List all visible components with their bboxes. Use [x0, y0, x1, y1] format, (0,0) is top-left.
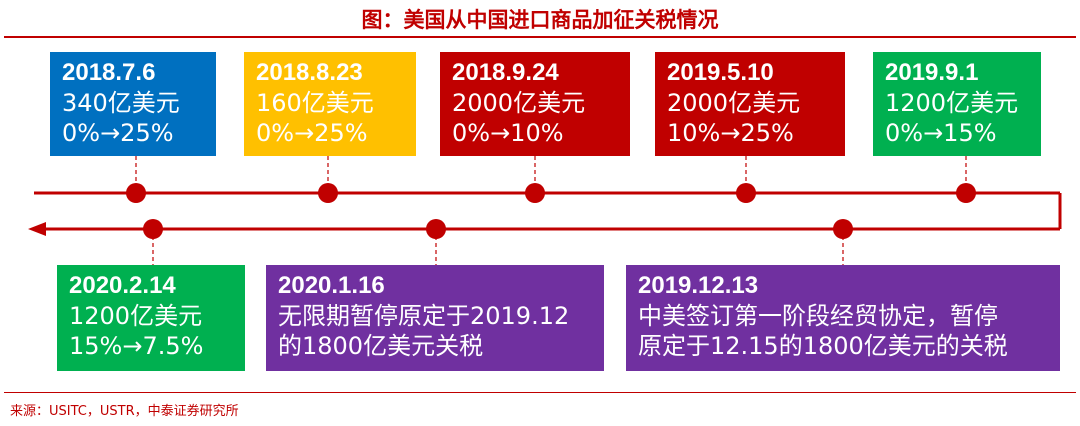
marker-2019-9-1 — [956, 183, 976, 203]
event-date: 2018.7.6 — [62, 59, 156, 86]
source-note: 来源：USITC，USTR，中泰证券研究所 — [10, 404, 239, 419]
event-amount: 1200亿美元 — [885, 89, 1019, 117]
event-line-2: 原定于12.15的1800亿美元的关税 — [638, 332, 1008, 360]
marker-2018-8-23 — [318, 183, 338, 203]
event-box-2019-5-10: 2019.5.10 2000亿美元 10%→25% — [655, 52, 845, 156]
marker-2018-9-24 — [525, 183, 545, 203]
event-amount: 340亿美元 — [62, 89, 180, 117]
marker-2020-1-16 — [426, 219, 446, 239]
event-box-2018-9-24: 2018.9.24 2000亿美元 0%→10% — [440, 52, 630, 156]
event-rate: 0%→10% — [452, 119, 564, 147]
event-rate: 0%→25% — [62, 119, 174, 147]
event-box-2018-8-23: 2018.8.23 160亿美元 0%→25% — [244, 52, 416, 156]
event-line-1: 中美签订第一阶段经贸协定，暂停 — [638, 302, 998, 330]
event-rate: 0%→25% — [256, 119, 368, 147]
marker-2018-7-6 — [126, 183, 146, 203]
event-box-2019-12-13: 2019.12.13 中美签订第一阶段经贸协定，暂停 原定于12.15的1800… — [626, 265, 1060, 371]
source-rule — [4, 392, 1076, 393]
figure-title: 图：美国从中国进口商品加征关税情况 — [361, 7, 719, 32]
event-date: 2019.12.13 — [638, 272, 759, 299]
event-box-2020-2-14: 2020.2.14 1200亿美元 15%→7.5% — [57, 265, 245, 371]
marker-2019-5-10 — [736, 183, 756, 203]
event-date: 2020.2.14 — [69, 272, 176, 299]
event-date: 2019.5.10 — [667, 59, 774, 86]
timeline-arrowhead — [28, 222, 46, 236]
title-rule — [4, 36, 1076, 38]
event-date: 2018.8.23 — [256, 59, 363, 86]
event-date: 2018.9.24 — [452, 59, 559, 86]
event-line-2: 的1800亿美元关税 — [278, 332, 484, 360]
event-box-2019-9-1: 2019.9.1 1200亿美元 0%→15% — [873, 52, 1041, 156]
event-date: 2019.9.1 — [885, 59, 979, 86]
event-line-1: 无限期暂停原定于2019.12 — [278, 302, 570, 330]
event-box-2020-1-16: 2020.1.16 无限期暂停原定于2019.12 的1800亿美元关税 — [266, 265, 604, 371]
event-rate: 10%→25% — [667, 119, 794, 147]
event-amount: 160亿美元 — [256, 89, 374, 117]
event-amount: 2000亿美元 — [452, 89, 586, 117]
marker-2020-2-14 — [143, 219, 163, 239]
event-line-2: 15%→7.5% — [69, 332, 204, 360]
event-rate: 0%→15% — [885, 119, 997, 147]
event-line-1: 1200亿美元 — [69, 302, 203, 330]
event-box-2018-7-6: 2018.7.6 340亿美元 0%→25% — [50, 52, 216, 156]
event-date: 2020.1.16 — [278, 272, 385, 299]
event-amount: 2000亿美元 — [667, 89, 801, 117]
marker-2019-12-13 — [833, 219, 853, 239]
